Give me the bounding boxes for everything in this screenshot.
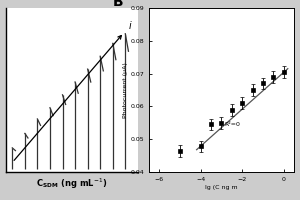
Text: i: i [128,21,131,31]
Y-axis label: Photocurrent (μA): Photocurrent (μA) [123,62,128,118]
X-axis label: C$_{\mathbf{SDM}}$ (ng mL$^{-1}$): C$_{\mathbf{SDM}}$ (ng mL$^{-1}$) [36,176,107,191]
Text: R²=0: R²=0 [224,122,240,127]
X-axis label: lg (C ng m: lg (C ng m [205,185,238,190]
Text: B: B [113,0,123,9]
